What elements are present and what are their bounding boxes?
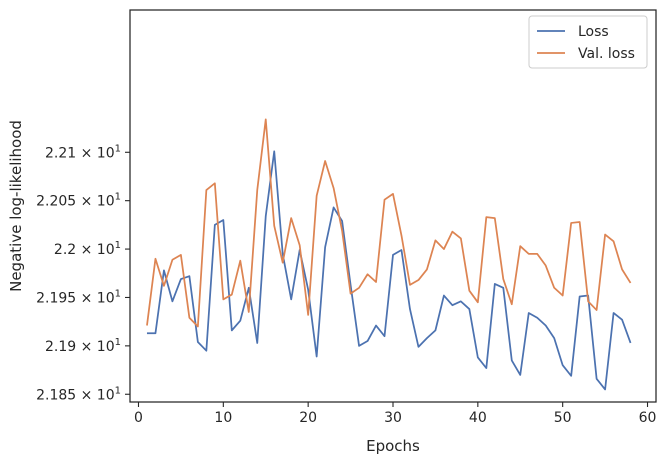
x-tick-label: 50 <box>554 410 572 426</box>
legend-label: Val. loss <box>578 46 635 62</box>
x-axis: 0 10 20 30 40 50 60 <box>134 402 656 426</box>
legend-box <box>528 15 648 69</box>
y-axis-label: Negative log-likelihood <box>7 120 25 292</box>
x-tick-label: 20 <box>299 410 317 426</box>
y-axis: 2.185 × 101 2.19 × 101 2.195 × 101 2.2 × 10… <box>36 143 130 403</box>
x-tick-label: 60 <box>639 410 657 426</box>
y-tick-label: 2.195 × 101 <box>36 288 121 306</box>
x-tick-label: 10 <box>214 410 232 426</box>
series-layer <box>146 118 632 391</box>
x-tick-label: 0 <box>134 410 143 426</box>
x-tick-label: 30 <box>384 410 402 426</box>
x-tick-label: 40 <box>469 410 487 426</box>
y-tick-label: 2.21 × 101 <box>45 143 121 161</box>
plot-area <box>130 10 656 402</box>
plot-frame <box>129 9 657 403</box>
legend: Loss Val. loss <box>528 15 648 69</box>
x-axis-label: Epochs <box>366 437 420 455</box>
series-line-val-loss <box>146 118 632 328</box>
y-tick-label: 2.2 × 101 <box>54 240 121 258</box>
series-line-loss <box>146 150 632 391</box>
y-tick-label: 2.205 × 101 <box>36 192 121 210</box>
legend-label: Loss <box>578 24 609 40</box>
y-tick-label: 2.185 × 101 <box>36 385 121 403</box>
y-tick-label: 2.19 × 101 <box>45 337 121 355</box>
